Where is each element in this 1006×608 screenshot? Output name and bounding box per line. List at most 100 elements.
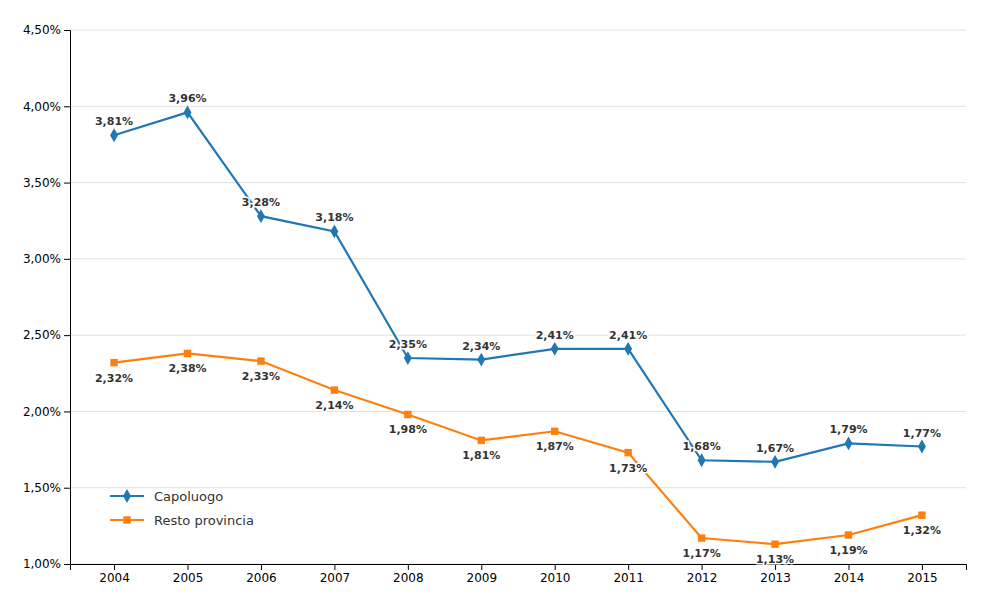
legend-label: Resto provincia — [154, 513, 254, 528]
data-label: 1,77% — [903, 427, 941, 440]
data-label: 3,96% — [168, 92, 206, 105]
data-label: 1,73% — [609, 462, 647, 475]
tick-label: 2009 — [467, 571, 498, 585]
tick-label: 2007 — [320, 571, 351, 585]
tick: 2008 — [393, 564, 424, 585]
data-label: 3,18% — [315, 211, 353, 224]
tick: 2014 — [834, 564, 865, 585]
tick-mark — [848, 564, 849, 570]
tick-mark — [64, 411, 70, 412]
data-point — [624, 449, 631, 456]
tick-mark — [555, 564, 556, 570]
tick-label: 3,00% — [23, 252, 61, 266]
tick-label: 4,50% — [23, 23, 61, 37]
tick: 2006 — [246, 564, 277, 585]
data-label: 1,79% — [829, 423, 867, 436]
tick-mark — [64, 183, 70, 184]
data-point — [698, 453, 706, 467]
tick-mark — [64, 30, 70, 31]
tick: 1,00% — [23, 557, 70, 571]
tick-label: 2011 — [613, 571, 644, 585]
tick: 2010 — [540, 564, 571, 585]
data-label: 2,14% — [315, 399, 353, 412]
tick: 2013 — [760, 564, 791, 585]
data-label: 1,32% — [903, 524, 941, 537]
tick-label: 1,50% — [23, 481, 61, 495]
tick-label: 2,00% — [23, 405, 61, 419]
legend-item: Resto provincia — [110, 513, 254, 528]
grid-line — [70, 411, 966, 412]
tick: 2004 — [99, 564, 130, 585]
data-point — [404, 411, 411, 418]
tick: 2012 — [687, 564, 718, 585]
data-label: 3,81% — [95, 115, 133, 128]
grid-line — [70, 258, 966, 259]
plot: 2004 2005 2006 2007 2008 2009 2010 2011 2012 2013… — [23, 23, 967, 584]
data-point — [477, 353, 485, 367]
data-point — [184, 350, 191, 357]
tick-label: 2010 — [540, 571, 571, 585]
data-label: 1,87% — [536, 440, 574, 453]
series-line — [114, 112, 922, 461]
data-point — [918, 511, 925, 518]
legend-marker — [123, 489, 131, 503]
data-point — [771, 455, 779, 469]
data-label: 2,38% — [168, 362, 206, 375]
tick-mark — [64, 488, 70, 489]
tick: 2,00% — [23, 405, 70, 419]
tick-label: 2014 — [834, 571, 865, 585]
tick-mark — [188, 564, 189, 570]
tick-mark — [408, 564, 409, 570]
tick: 2005 — [173, 564, 204, 585]
data-point — [551, 342, 559, 356]
data-point — [184, 105, 192, 119]
data-label: 1,19% — [829, 544, 867, 557]
data-label: 2,41% — [609, 329, 647, 342]
data-point — [845, 531, 852, 538]
data-point — [771, 540, 778, 547]
grid-line — [70, 30, 966, 31]
data-point — [257, 357, 264, 364]
data-label: 1,68% — [683, 440, 721, 453]
tick: 2007 — [320, 564, 351, 585]
data-label: 1,98% — [389, 423, 427, 436]
tick-mark — [64, 335, 70, 336]
tick-label: 2008 — [393, 571, 424, 585]
data-point — [110, 359, 117, 366]
data-point — [624, 342, 632, 356]
tick-mark — [922, 564, 923, 570]
data-label: 2,35% — [389, 338, 427, 351]
tick-mark — [64, 106, 70, 107]
tick-mark — [702, 564, 703, 570]
data-label: 1,17% — [683, 547, 721, 560]
tick-mark — [481, 564, 482, 570]
grid-line — [70, 335, 966, 336]
tick: 3,50% — [23, 176, 70, 190]
tick-mark — [114, 564, 115, 570]
tick-mark — [261, 564, 262, 570]
legend-item: Capoluogo — [110, 489, 223, 504]
tick-mark — [64, 564, 70, 565]
tick-label: 3,50% — [23, 176, 61, 190]
data-label: 2,33% — [242, 370, 280, 383]
tick-label: 1,00% — [23, 557, 61, 571]
data-point — [698, 534, 705, 541]
data-labels: 3,81%3,96%3,28%3,18%2,35%2,34%2,41%2,41%… — [95, 92, 941, 566]
data-point — [330, 224, 338, 238]
grid — [70, 30, 966, 564]
tick: 2,50% — [23, 328, 70, 342]
axis-line — [71, 565, 967, 571]
axis-line — [64, 31, 71, 565]
legend-marker — [123, 516, 130, 523]
chart: 2004 2005 2006 2007 2008 2009 2010 2011 2012 2013… — [0, 0, 1006, 608]
data-label: 2,34% — [462, 340, 500, 353]
y-axis: 1,00% 1,50% 2,00% 2,50% 3,00% 3,50% 4,00% 4,50% — [23, 23, 71, 571]
tick-mark — [334, 564, 335, 570]
grid-line — [70, 182, 966, 183]
tick: 2011 — [613, 564, 644, 585]
tick-mark — [628, 564, 629, 570]
tick-mark — [64, 259, 70, 260]
tick: 4,00% — [23, 100, 70, 114]
data-label: 1,13% — [756, 553, 794, 566]
tick-label: 2004 — [99, 571, 130, 585]
